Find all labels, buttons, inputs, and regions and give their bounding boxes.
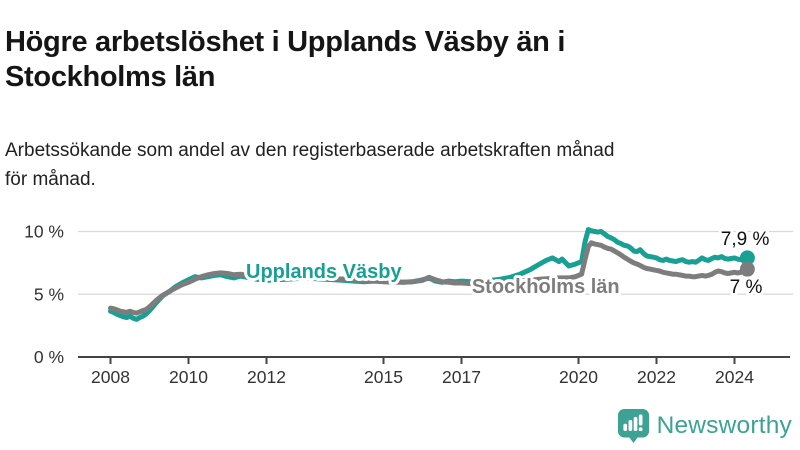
x-axis-label-2020: 2020 xyxy=(559,367,598,387)
page-title: Högre arbetslöshet i Upplands Väsby än i… xyxy=(5,26,566,93)
logo-exclamation-stem xyxy=(638,414,643,426)
logo-bar-medium xyxy=(628,420,632,432)
series-line-upplands-v-sby xyxy=(108,227,750,322)
logo-badge xyxy=(617,409,649,443)
y-axis-label-5: 5 % xyxy=(34,284,64,304)
logo-exclamation-dot xyxy=(638,427,643,432)
end-dot-upplands-v-sby xyxy=(739,250,755,266)
y-axis-label-0: 0 % xyxy=(34,347,64,367)
x-axis-label-2015: 2015 xyxy=(364,367,403,387)
chart-subtitle: Arbetssökande som andel av den registerb… xyxy=(5,140,615,190)
series-name-label-upplands-v-sby: Upplands Väsby xyxy=(246,261,402,283)
footer-brand: Newsworthy xyxy=(617,406,792,446)
x-axis-label-2024: 2024 xyxy=(715,367,754,387)
y-axis-label-10: 10 % xyxy=(24,222,64,242)
x-axis-label-2017: 2017 xyxy=(442,367,481,387)
logo-bar-small xyxy=(622,423,627,432)
x-axis-label-2010: 2010 xyxy=(169,367,208,387)
end-value-label-upplands-v-sby: 7,9 % xyxy=(721,229,770,250)
series-line-stockholms-l-n xyxy=(108,240,750,316)
end-dot-stockholms-l-n xyxy=(739,261,755,277)
newsworthy-logo-icon xyxy=(617,409,649,443)
series-name-label-stockholms-l-n: Stockholms län xyxy=(472,276,620,298)
x-axis-label-2012: 2012 xyxy=(247,367,286,387)
x-axis-label-2022: 2022 xyxy=(637,367,676,387)
logo-bar-large xyxy=(633,416,637,432)
brand-name: Newsworthy xyxy=(656,412,792,439)
end-value-label-stockholms-l-n: 7 % xyxy=(730,277,763,298)
x-axis-label-2008: 2008 xyxy=(91,367,130,387)
